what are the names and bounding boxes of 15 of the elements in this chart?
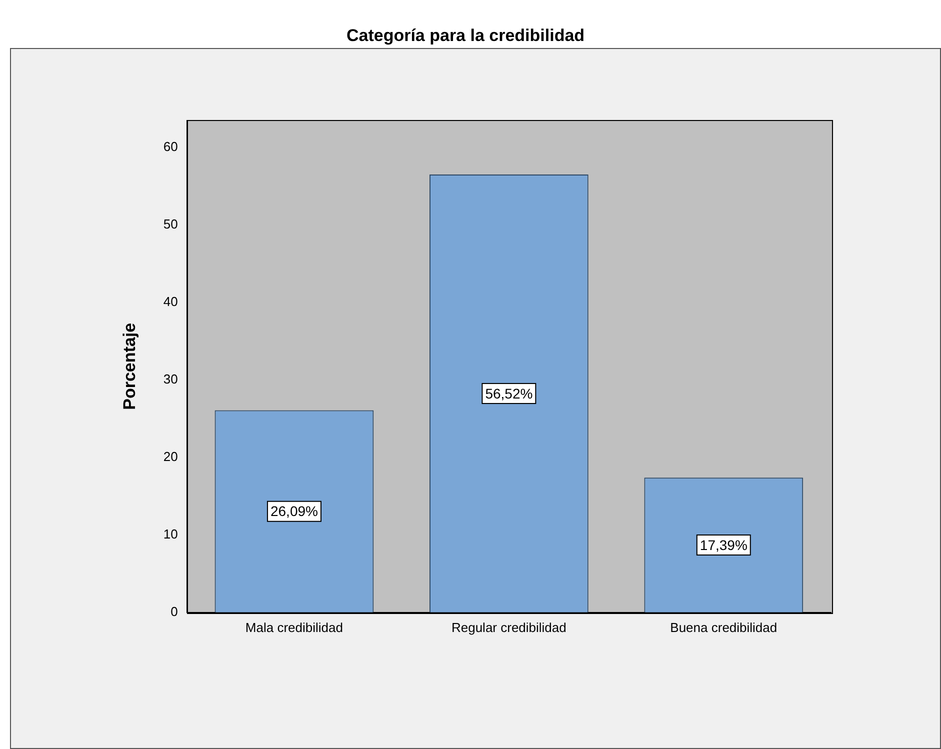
y-tick-label: 0 (170, 604, 178, 619)
x-tick-label: Buena credibilidad (670, 620, 778, 635)
data-label: 56,52% (485, 385, 533, 402)
y-axis-title: Porcentaje (120, 322, 139, 410)
y-tick-label: 60 (163, 139, 178, 154)
y-tick-label: 10 (163, 526, 178, 542)
chart-title: Categoría para la credibilidad (346, 26, 585, 45)
x-tick-label: Regular credibilidad (451, 620, 566, 635)
y-tick-label: 20 (163, 449, 178, 464)
x-tick-label: Mala credibilidad (245, 620, 343, 635)
y-tick-label: 40 (163, 294, 178, 310)
data-label: 17,39% (700, 536, 748, 553)
data-label: 26,09% (270, 503, 318, 520)
y-tick-label: 30 (163, 372, 178, 387)
y-tick-label: 50 (163, 216, 178, 232)
